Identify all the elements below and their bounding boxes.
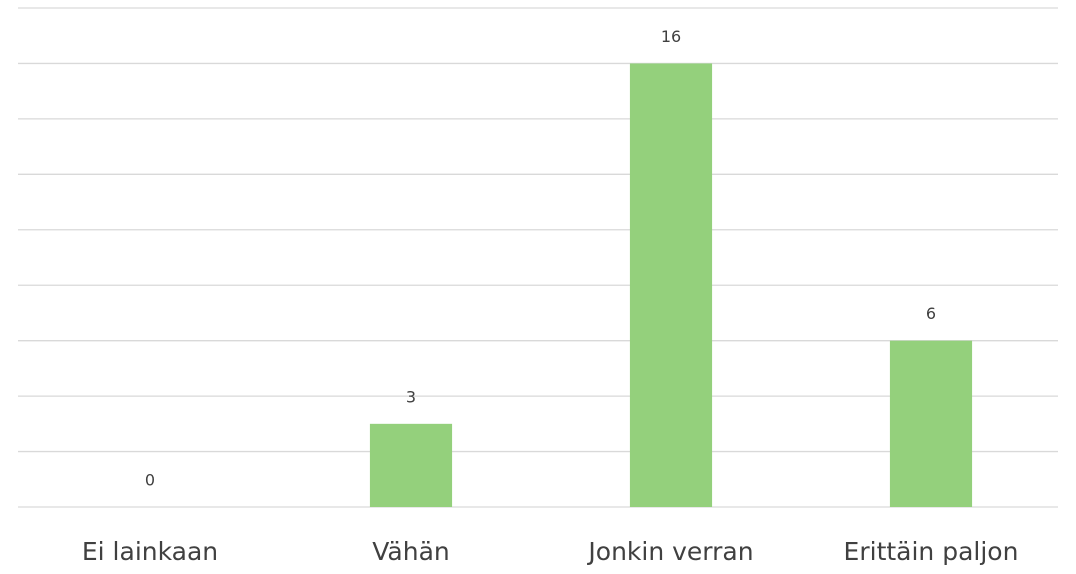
data-label: 0 <box>145 471 155 490</box>
x-tick-label: Ei lainkaan <box>82 537 218 566</box>
x-tick-label: Jonkin verran <box>586 537 753 566</box>
data-label: 6 <box>926 304 936 323</box>
x-tick-label: Vähän <box>372 537 450 566</box>
x-tick-label: Erittäin paljon <box>844 537 1019 566</box>
data-label: 3 <box>406 387 416 406</box>
bar <box>629 63 713 507</box>
data-label: 16 <box>661 27 681 46</box>
bar <box>889 340 973 507</box>
bar <box>369 423 453 507</box>
